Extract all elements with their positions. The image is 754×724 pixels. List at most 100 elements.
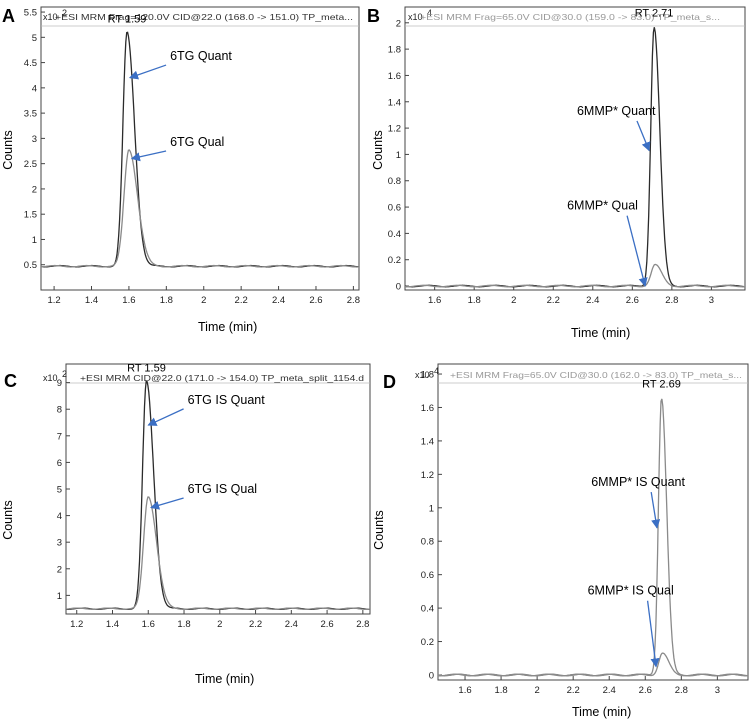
y-tick-label: 3 [32,134,37,145]
y-tick-label: 0.2 [421,637,434,648]
x-tick-label: 2 [534,685,539,696]
series-annotation: 6MMP* IS Qual [588,584,674,598]
x-tick-label: 2.6 [639,685,652,696]
annotation-arrow [650,491,661,529]
x-tick-label: 1.6 [122,295,135,306]
y-tick-label: 0.4 [421,604,434,615]
retention-time-label: RT 2.71 [635,8,674,20]
retention-time-label: RT 1.59 [127,362,166,374]
y-tick-label: 0.6 [421,570,434,581]
series-annotation: 6MMP* Qual [567,199,638,213]
y-tick-label: 0.8 [421,537,434,548]
y-tick-label: 5.5 [24,8,37,19]
plot-frame [404,6,746,291]
y-axis-label: Counts [371,130,385,170]
x-tick-label: 2.2 [235,295,248,306]
y-tick-label: 8 [57,405,62,416]
annotation-arrow [626,215,648,287]
x-tick-label: 1.4 [106,619,119,630]
y-tick-label: 0.8 [388,176,401,187]
y-tick-label: 1.4 [388,97,401,108]
x-tick-label: 2.2 [249,619,262,630]
series-annotation: 6MMP* Quant [577,104,656,118]
x-axis-label: Time (min) [195,672,254,686]
y-axis-label: Counts [1,500,15,540]
y-tick-label: 5 [57,485,62,496]
retention-time-label: RT 2.69 [642,378,681,390]
series-trace-qual [65,496,371,610]
series-trace-qual [404,263,745,288]
x-tick-label: 2 [201,295,206,306]
y-tick-label: 1.8 [388,45,401,56]
x-tick-label: 1.2 [47,295,60,306]
x-tick-label: 1.6 [458,685,471,696]
series-annotation: 6TG IS Quant [188,393,266,407]
y-exponent-power: 4 [427,8,432,18]
series-annotation: 6TG Qual [170,135,224,149]
panel-label: A [2,6,15,26]
y-tick-label: 1.5 [24,210,37,221]
y-tick-label: 4 [32,83,37,94]
x-tick-label: 1.8 [160,295,173,306]
x-tick-label: 2.8 [356,619,369,630]
x-tick-label: 2.2 [547,295,560,306]
y-tick-label: 3 [57,538,62,549]
y-tick-label: 3.5 [24,109,37,120]
retention-time-label: RT 1.59 [108,13,147,25]
x-tick-label: 3 [709,295,714,306]
scan-header: +ESI MRM Frag=65.0V CID@30.0 (159.0 -> 8… [420,12,720,22]
y-tick-label: 9 [57,378,62,389]
y-tick-label: 5 [32,33,37,44]
y-tick-label: 4.5 [24,58,37,69]
plot-frame [40,6,360,291]
x-axis-label: Time (min) [572,705,631,719]
x-tick-label: 3 [715,685,720,696]
annotation-arrow [646,600,660,668]
x-tick-label: 2.8 [675,685,688,696]
y-tick-label: 0.4 [388,229,401,240]
scan-header: +ESI MRM Frag=120.0V CID@22.0 (168.0 -> … [55,12,353,22]
x-tick-label: 2.4 [272,295,285,306]
y-tick-label: 2.5 [24,159,37,170]
annotation-arrow [150,497,184,510]
x-tick-label: 2.2 [567,685,580,696]
series-annotation: 6TG Quant [170,49,232,63]
x-tick-label: 2.4 [285,619,298,630]
y-tick-label: 0 [429,670,434,681]
y-tick-label: 0.6 [388,203,401,214]
series-trace-qual [437,652,748,677]
annotation-arrow [130,150,167,162]
series-annotation: 6TG IS Qual [188,482,257,496]
x-tick-label: 1.4 [85,295,98,306]
panel-label: C [4,371,17,391]
x-axis-label: Time (min) [571,326,630,340]
series-trace-quant [40,31,360,268]
x-tick-label: 2.6 [626,295,639,306]
annotation-arrow [636,120,651,152]
y-tick-label: 0.5 [24,260,37,271]
y-tick-label: 1 [429,503,434,514]
x-tick-label: 2.6 [320,619,333,630]
y-exponent-base: x10 [408,12,423,22]
x-tick-label: 1.6 [428,295,441,306]
x-tick-label: 2 [511,295,516,306]
x-tick-label: 1.8 [468,295,481,306]
x-tick-label: 2 [217,619,222,630]
panel-label: D [383,372,396,392]
y-tick-label: 1.6 [388,71,401,82]
x-tick-label: 2.4 [586,295,599,306]
plot-frame [437,363,749,681]
y-tick-label: 2 [396,18,401,29]
x-tick-label: 2.6 [309,295,322,306]
series-trace-quant [437,398,749,677]
y-tick-label: 6 [57,458,62,469]
y-tick-label: 2 [57,564,62,575]
y-exponent-power: 2 [62,8,67,18]
x-tick-label: 2.4 [603,685,616,696]
y-tick-label: 0.2 [388,255,401,266]
x-tick-label: 1.2 [70,619,83,630]
x-tick-label: 1.6 [142,619,155,630]
